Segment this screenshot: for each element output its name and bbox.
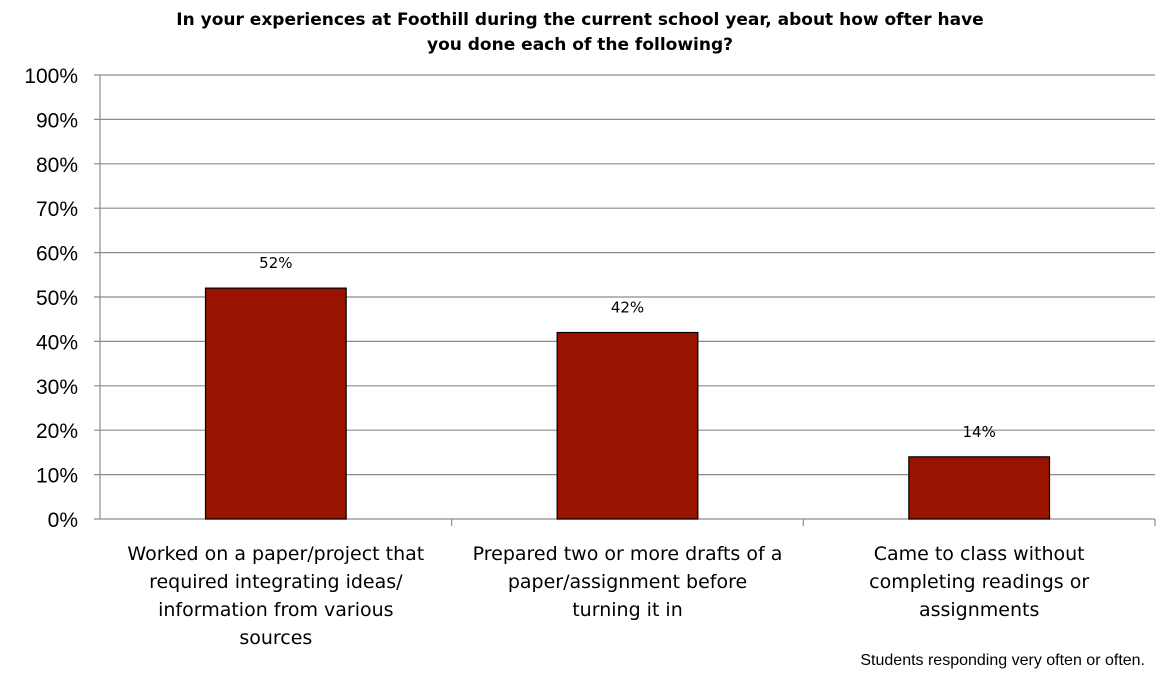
y-tick-label: 0% xyxy=(48,509,78,532)
bar xyxy=(908,456,1051,520)
y-tick-label: 30% xyxy=(36,376,78,399)
y-tick-label: 10% xyxy=(36,465,78,488)
y-tick-label: 100% xyxy=(24,65,78,88)
category-label: information from various xyxy=(158,599,394,621)
category-labels: Worked on a paper/project that required i… xyxy=(127,543,1089,649)
y-axis-tick-labels: 0% 10% 20% 30% 40% 50% 60% 70% 80% 90% 100% xyxy=(24,65,78,532)
footnote: Students responding very often or often. xyxy=(860,652,1145,669)
category-label: turning it in xyxy=(572,599,683,621)
data-label: 42% xyxy=(611,299,644,317)
bars xyxy=(204,287,1051,520)
chart-title: In your experiences at Foothill during t… xyxy=(176,10,983,55)
chart-title-line: you done each of the following? xyxy=(427,35,733,55)
data-labels: 52% 42% 14% xyxy=(259,254,996,441)
category-label: Came to class without xyxy=(874,543,1085,565)
category-label: paper/assignment before xyxy=(508,571,747,593)
chart-title-line: In your experiences at Foothill during t… xyxy=(176,10,983,30)
y-tick-label: 90% xyxy=(36,109,78,132)
y-tick-label: 40% xyxy=(36,331,78,354)
y-tick-label: 20% xyxy=(36,420,78,443)
data-label: 14% xyxy=(962,423,995,441)
bar xyxy=(556,331,699,520)
y-tick-label: 60% xyxy=(36,243,78,266)
category-label: sources xyxy=(239,627,312,649)
category-label: completing readings or xyxy=(869,571,1089,593)
y-tick-label: 50% xyxy=(36,287,78,310)
category-label: Prepared two or more drafts of a xyxy=(473,543,783,565)
category-label: assignments xyxy=(919,599,1039,621)
data-label: 52% xyxy=(259,254,292,272)
y-tick-label: 80% xyxy=(36,154,78,177)
y-tick-label: 70% xyxy=(36,198,78,221)
category-label: Worked on a paper/project that xyxy=(127,543,424,565)
category-label: required integrating ideas/ xyxy=(149,571,403,593)
bar xyxy=(204,287,347,520)
